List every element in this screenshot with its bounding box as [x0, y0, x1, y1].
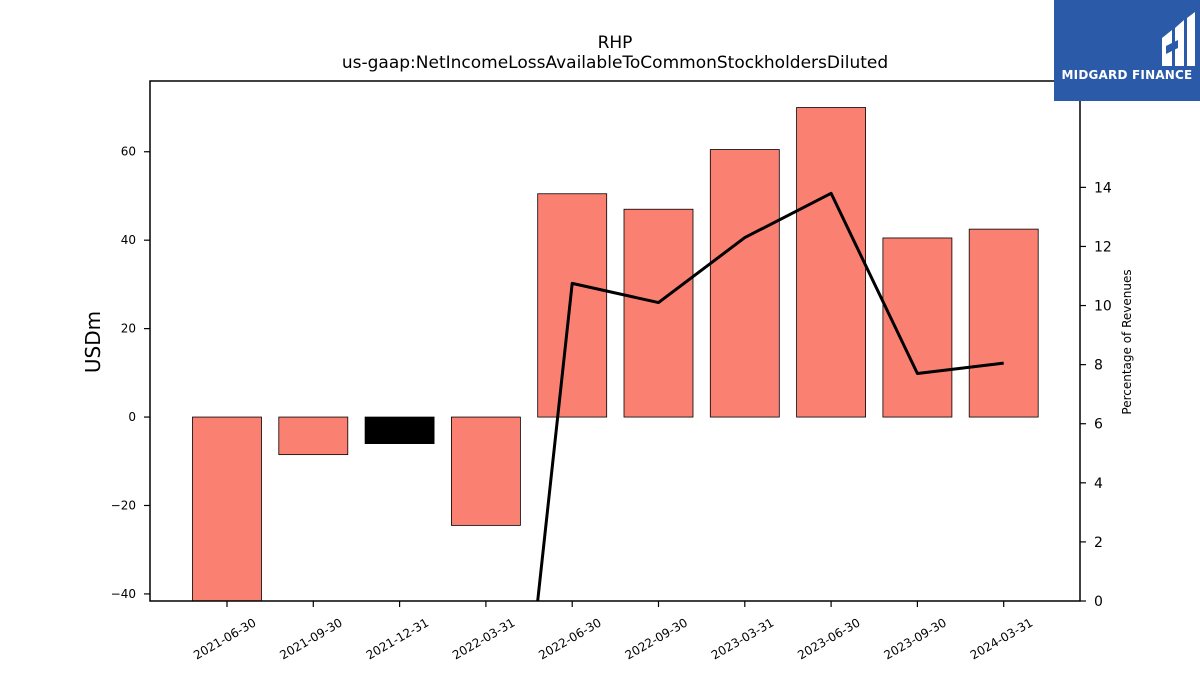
plot-frame	[149, 80, 1081, 602]
x-tick-label: 2022-06-30	[536, 615, 603, 662]
right-axis-ticks: 0 2 4 6 8 10 12 14	[1080, 180, 1112, 610]
left-tick-label: 40	[121, 233, 136, 247]
logo-text: MIDGARD FINANCE	[1061, 68, 1193, 82]
percentage-line	[536, 191, 1004, 602]
left-axis-label: USDm	[81, 311, 105, 373]
right-tick-label: 8	[1094, 358, 1103, 374]
x-tick-label: 2023-09-30	[881, 615, 948, 662]
left-tick-label: 20	[121, 322, 136, 336]
midgard-finance-logo: MIDGARD FINANCE	[1054, 0, 1200, 101]
bar-2023-06-30	[796, 107, 866, 418]
x-tick-label: 2023-03-31	[709, 615, 776, 662]
x-tick-label: 2021-12-31	[364, 615, 431, 662]
left-tick-label: −20	[111, 498, 136, 512]
bar-group	[192, 107, 1039, 602]
bar-2022-03-31	[450, 416, 521, 526]
logo-mark-icon	[1162, 12, 1195, 66]
bar-2021-06-30	[192, 416, 262, 602]
bar-2022-06-30	[537, 193, 608, 418]
chart-subtitle: us-gaap:NetIncomeLossAvailableToCommonSt…	[342, 53, 888, 73]
bar-2021-12-31	[364, 416, 435, 444]
x-tick-label: 2023-06-30	[795, 615, 862, 662]
bar-2023-03-31	[709, 149, 780, 418]
bar-2022-09-30	[623, 208, 694, 418]
right-axis-label: Percentage of Revenues	[1120, 269, 1134, 414]
right-tick-label: 2	[1094, 535, 1103, 551]
bar-2023-09-30	[882, 237, 953, 418]
right-tick-label: 6	[1094, 417, 1103, 433]
left-tick-label: −40	[111, 587, 136, 601]
bar-2021-09-30	[278, 416, 349, 456]
right-tick-label: 14	[1094, 180, 1112, 196]
bar-2024-03-31	[968, 228, 1039, 418]
left-tick-label: 0	[128, 410, 136, 424]
x-tick-label: 2021-06-30	[191, 615, 258, 662]
x-tick-label: 2022-03-31	[450, 615, 517, 662]
left-tick-label: 60	[121, 145, 136, 159]
right-tick-label: 0	[1094, 594, 1103, 610]
x-tick-label: 2021-09-30	[277, 615, 344, 662]
right-tick-label: 4	[1094, 476, 1103, 492]
line-group	[536, 191, 1004, 602]
x-tick-label: 2024-03-31	[968, 615, 1035, 662]
right-tick-label: 12	[1094, 239, 1112, 255]
chart-title: RHP	[598, 33, 633, 53]
left-axis-ticks: −40 −20 0 20 40 60	[111, 145, 150, 601]
x-tick-label: 2022-09-30	[623, 615, 690, 662]
x-axis-ticks: 2021-06-30 2021-09-30 2021-12-31 2022-03-31…	[191, 601, 1035, 662]
right-tick-label: 10	[1094, 299, 1112, 315]
